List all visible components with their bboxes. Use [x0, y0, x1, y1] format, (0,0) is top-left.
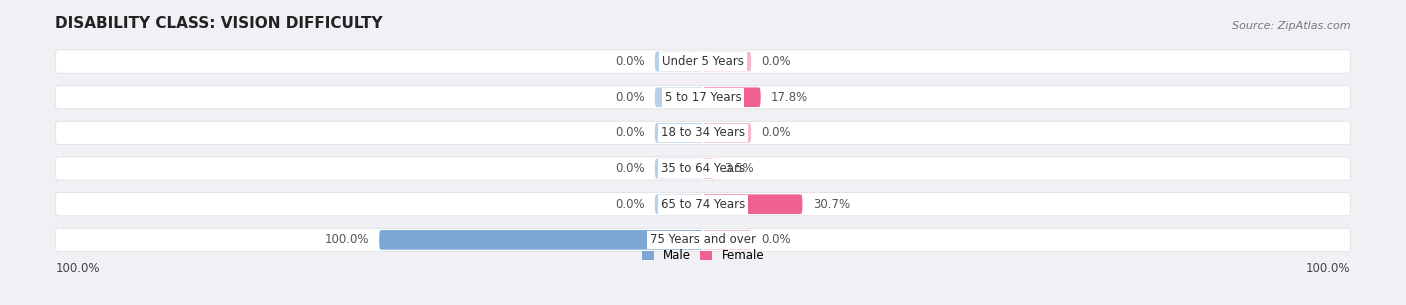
FancyBboxPatch shape: [655, 194, 703, 214]
Text: Source: ZipAtlas.com: Source: ZipAtlas.com: [1232, 21, 1351, 31]
FancyBboxPatch shape: [55, 228, 1351, 251]
Text: 100.0%: 100.0%: [325, 233, 368, 246]
Text: 0.0%: 0.0%: [614, 162, 644, 175]
Text: 18 to 34 Years: 18 to 34 Years: [661, 126, 745, 139]
Text: 30.7%: 30.7%: [813, 198, 849, 211]
FancyBboxPatch shape: [55, 50, 1351, 73]
Text: 0.0%: 0.0%: [762, 233, 792, 246]
Text: 100.0%: 100.0%: [55, 262, 100, 275]
Text: 3.5%: 3.5%: [724, 162, 754, 175]
Text: 65 to 74 Years: 65 to 74 Years: [661, 198, 745, 211]
FancyBboxPatch shape: [703, 52, 751, 71]
Text: DISABILITY CLASS: VISION DIFFICULTY: DISABILITY CLASS: VISION DIFFICULTY: [55, 16, 382, 31]
FancyBboxPatch shape: [655, 52, 703, 71]
Text: 0.0%: 0.0%: [614, 91, 644, 104]
Text: 0.0%: 0.0%: [762, 55, 792, 68]
Text: Under 5 Years: Under 5 Years: [662, 55, 744, 68]
FancyBboxPatch shape: [655, 123, 703, 143]
Text: 0.0%: 0.0%: [762, 126, 792, 139]
FancyBboxPatch shape: [55, 157, 1351, 180]
Text: 35 to 64 Years: 35 to 64 Years: [661, 162, 745, 175]
FancyBboxPatch shape: [655, 159, 703, 178]
Text: 75 Years and over: 75 Years and over: [650, 233, 756, 246]
FancyBboxPatch shape: [703, 88, 761, 107]
Text: 5 to 17 Years: 5 to 17 Years: [665, 91, 741, 104]
FancyBboxPatch shape: [703, 159, 714, 178]
FancyBboxPatch shape: [55, 86, 1351, 109]
Text: 17.8%: 17.8%: [770, 91, 808, 104]
Text: 0.0%: 0.0%: [614, 55, 644, 68]
FancyBboxPatch shape: [55, 121, 1351, 145]
FancyBboxPatch shape: [380, 230, 703, 250]
FancyBboxPatch shape: [655, 88, 703, 107]
Text: 0.0%: 0.0%: [614, 126, 644, 139]
Legend: Male, Female: Male, Female: [637, 245, 769, 267]
Text: 0.0%: 0.0%: [614, 198, 644, 211]
FancyBboxPatch shape: [55, 193, 1351, 216]
Text: 100.0%: 100.0%: [1306, 262, 1351, 275]
FancyBboxPatch shape: [703, 194, 803, 214]
FancyBboxPatch shape: [703, 123, 751, 143]
FancyBboxPatch shape: [703, 230, 751, 250]
